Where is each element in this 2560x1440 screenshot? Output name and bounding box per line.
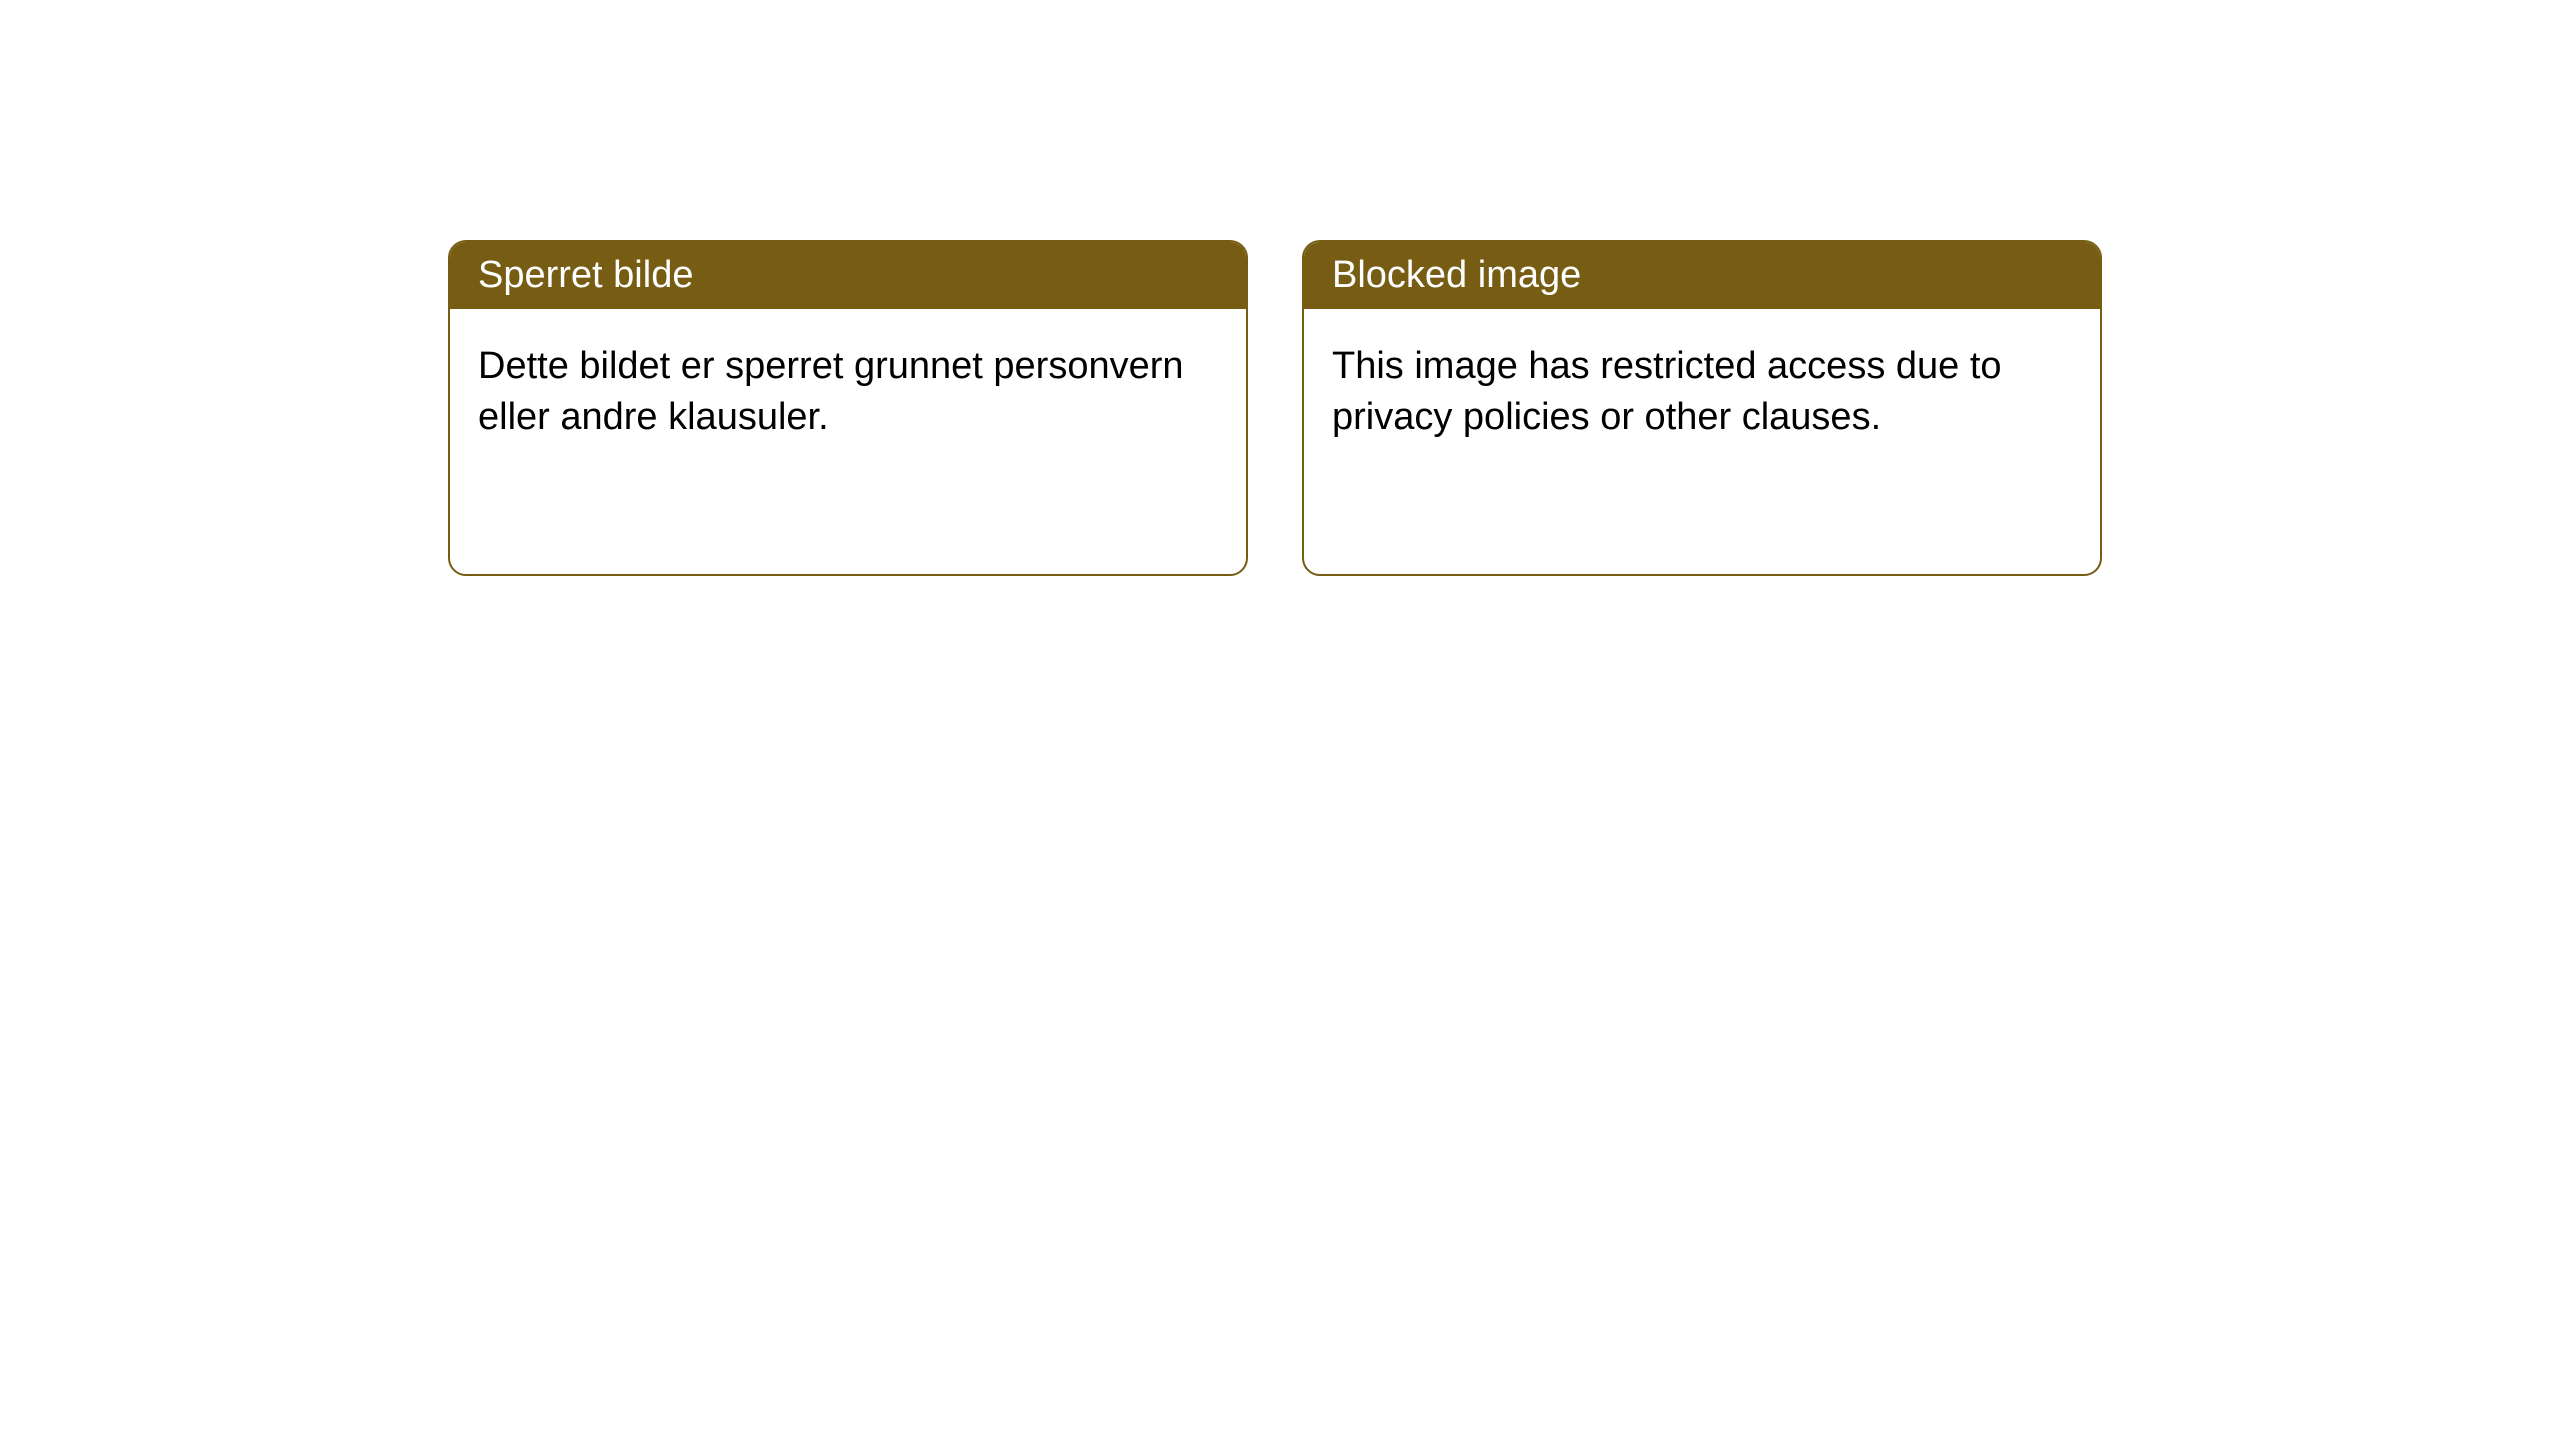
notice-body: This image has restricted access due to … [1304,309,2100,476]
notice-body-text: This image has restricted access due to … [1332,345,2002,438]
notice-box-norwegian: Sperret bilde Dette bildet er sperret gr… [448,240,1248,576]
notice-body-text: Dette bildet er sperret grunnet personve… [478,345,1184,438]
notice-title: Blocked image [1332,254,1581,296]
notice-body: Dette bildet er sperret grunnet personve… [450,309,1246,476]
notice-header: Blocked image [1304,242,2100,309]
notices-container: Sperret bilde Dette bildet er sperret gr… [0,0,2560,576]
notice-header: Sperret bilde [450,242,1246,309]
notice-title: Sperret bilde [478,254,693,296]
notice-box-english: Blocked image This image has restricted … [1302,240,2102,576]
